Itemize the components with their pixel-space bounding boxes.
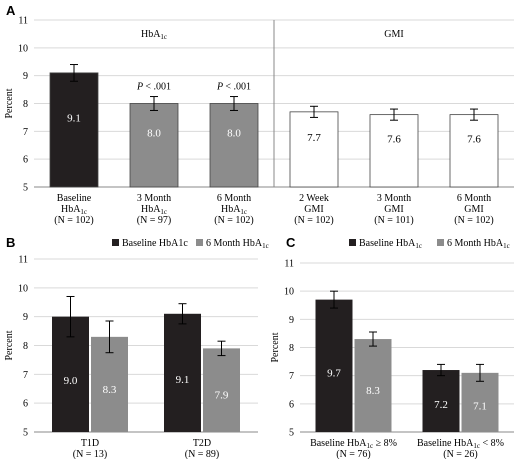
panel-b-y-tick-label: 11 — [18, 255, 28, 266]
panel-a-category-label: (N = 102) — [454, 215, 494, 226]
panel-c-data-label: 7.2 — [434, 399, 448, 411]
panel-c-data-label: 8.3 — [366, 385, 380, 397]
panel-c-y-tick-label: 5 — [289, 428, 294, 439]
panel-a-data-label: 8.0 — [147, 128, 161, 140]
panel-c: C 5 6 7 8 9 10 11 Percent Baseline HbA1c 6 Month H… — [270, 235, 514, 459]
panel-a-group-label: GMI — [384, 29, 403, 40]
panel-b-legend-swatch — [112, 239, 119, 246]
panel-b-data-label: 7.9 — [215, 389, 229, 401]
panel-a-bar — [449, 114, 499, 188]
panel-a-category-label: HbA1c — [141, 204, 167, 216]
panel-b-y-tick-label: 5 — [23, 428, 28, 439]
panel-a-category-label: 6 Month — [457, 193, 491, 204]
panel-a-category-label: GMI — [384, 204, 403, 215]
panel-a-bar — [209, 103, 259, 188]
panel-a-bar — [49, 72, 99, 188]
panel-c-y-tick-label: 6 — [289, 399, 294, 410]
panel-c-y-tick-label: 10 — [284, 287, 294, 298]
panel-c-category-label: Baseline HbA1c < 8% — [417, 438, 504, 450]
panel-a-data-label: 8.0 — [227, 128, 241, 140]
panel-a-category-label: GMI — [304, 204, 323, 215]
panel-a-category-label: (N = 102) — [294, 215, 334, 226]
panel-a-bar — [289, 111, 339, 188]
panel-a-data-label: 7.6 — [387, 133, 401, 145]
panel-a-y-tick-label: 11 — [18, 16, 28, 27]
panel-a-category-label: (N = 102) — [214, 215, 254, 226]
panel-b-y-tick-label: 10 — [18, 283, 28, 294]
panel-a-group-label: HbA1c — [141, 29, 167, 41]
panel-a-y-tick-label: 5 — [23, 183, 28, 194]
panel-a-y-tick-label: 10 — [18, 43, 28, 54]
panel-c-legend-label: Baseline HbA1c — [359, 238, 422, 250]
panel-b-y-tick-label: 7 — [23, 370, 28, 381]
panel-a-y-tick-label: 9 — [23, 71, 28, 82]
panel-b-y-tick-label: 9 — [23, 312, 28, 323]
panel-b: B 5 6 7 8 9 10 11 Percent Baseline HbA1c 6 Month H… — [4, 235, 269, 459]
panel-a-data-label: 7.7 — [307, 132, 321, 144]
panel-a-bar — [369, 114, 419, 188]
panel-b-y-tick-label: 6 — [23, 399, 28, 410]
panel-a-letter: A — [6, 3, 16, 18]
panel-a-y-tick-label: 7 — [23, 127, 28, 138]
panel-c-letter: C — [286, 235, 296, 250]
panel-a-pvalue-annotation: P < .001 — [136, 82, 171, 93]
panel-b-data-label: 8.3 — [103, 384, 117, 396]
panel-a-category-label: HbA1c — [221, 204, 247, 216]
panel-a-y-axis-label: Percent — [4, 88, 15, 118]
panel-b-data-label: 9.1 — [176, 374, 190, 386]
panel-a-category-label: 2 Week — [299, 193, 329, 204]
panel-b-legend-label: Baseline HbA1c — [122, 238, 188, 249]
panel-a-pvalue-annotation: P < .001 — [216, 82, 251, 93]
panel-b-category-label: (N = 89) — [185, 449, 220, 459]
panel-c-bar — [422, 370, 460, 432]
panel-c-bar — [315, 299, 353, 432]
panel-a-bar — [129, 103, 179, 188]
panel-b-category-label: T2D — [193, 438, 211, 449]
panel-b-y-tick-label: 8 — [23, 341, 28, 352]
panel-b-category-label: (N = 13) — [73, 449, 108, 459]
panel-a-data-label: 7.6 — [467, 133, 481, 145]
panel-c-y-tick-label: 11 — [284, 259, 294, 270]
panel-c-category-label: Baseline HbA1c ≥ 8% — [310, 438, 397, 450]
panel-c-data-label: 9.7 — [327, 367, 341, 379]
panel-c-y-tick-label: 8 — [289, 343, 294, 354]
panel-a-category-label: 3 Month — [377, 193, 411, 204]
panel-b-legend-label: 6 Month HbA1c — [206, 238, 269, 250]
panel-a-category-label: (N = 102) — [54, 215, 94, 226]
panel-c-legend-label: 6 Month HbA1c — [447, 238, 510, 250]
panel-a-category-label: 6 Month — [217, 193, 251, 204]
panel-a-category-label: (N = 97) — [137, 215, 172, 226]
panel-a-category-label: GMI — [464, 204, 483, 215]
panel-c-legend-swatch — [349, 239, 356, 246]
panel-c-category-label: (N = 76) — [336, 449, 371, 459]
panel-a-category-label: 3 Month — [137, 193, 171, 204]
panel-a-y-tick-label: 8 — [23, 99, 28, 110]
panel-a-category-label: HbA1c — [61, 204, 87, 216]
panel-c-bar — [461, 372, 499, 432]
panel-c-data-label: 7.1 — [473, 400, 487, 412]
panel-c-bar — [354, 339, 392, 432]
panel-b-bar — [203, 348, 240, 432]
panel-b-legend-swatch — [196, 239, 203, 246]
panel-c-legend-swatch — [437, 239, 444, 246]
panel-c-y-tick-label: 9 — [289, 315, 294, 326]
panel-b-bar — [164, 313, 201, 432]
panel-a-y-tick-label: 6 — [23, 155, 28, 166]
panel-c-y-tick-label: 7 — [289, 371, 294, 382]
panel-a-category-label: Baseline — [57, 193, 92, 204]
panel-a-category-label: (N = 101) — [374, 215, 414, 226]
panel-c-y-axis-label: Percent — [270, 332, 281, 362]
panel-a-data-label: 9.1 — [67, 112, 81, 124]
panel-b-y-axis-label: Percent — [4, 330, 15, 360]
panel-b-letter: B — [6, 235, 15, 250]
panel-b-category-label: T1D — [81, 438, 99, 449]
panel-c-category-label: (N = 26) — [443, 449, 478, 459]
panel-b-data-label: 9.0 — [64, 375, 78, 387]
